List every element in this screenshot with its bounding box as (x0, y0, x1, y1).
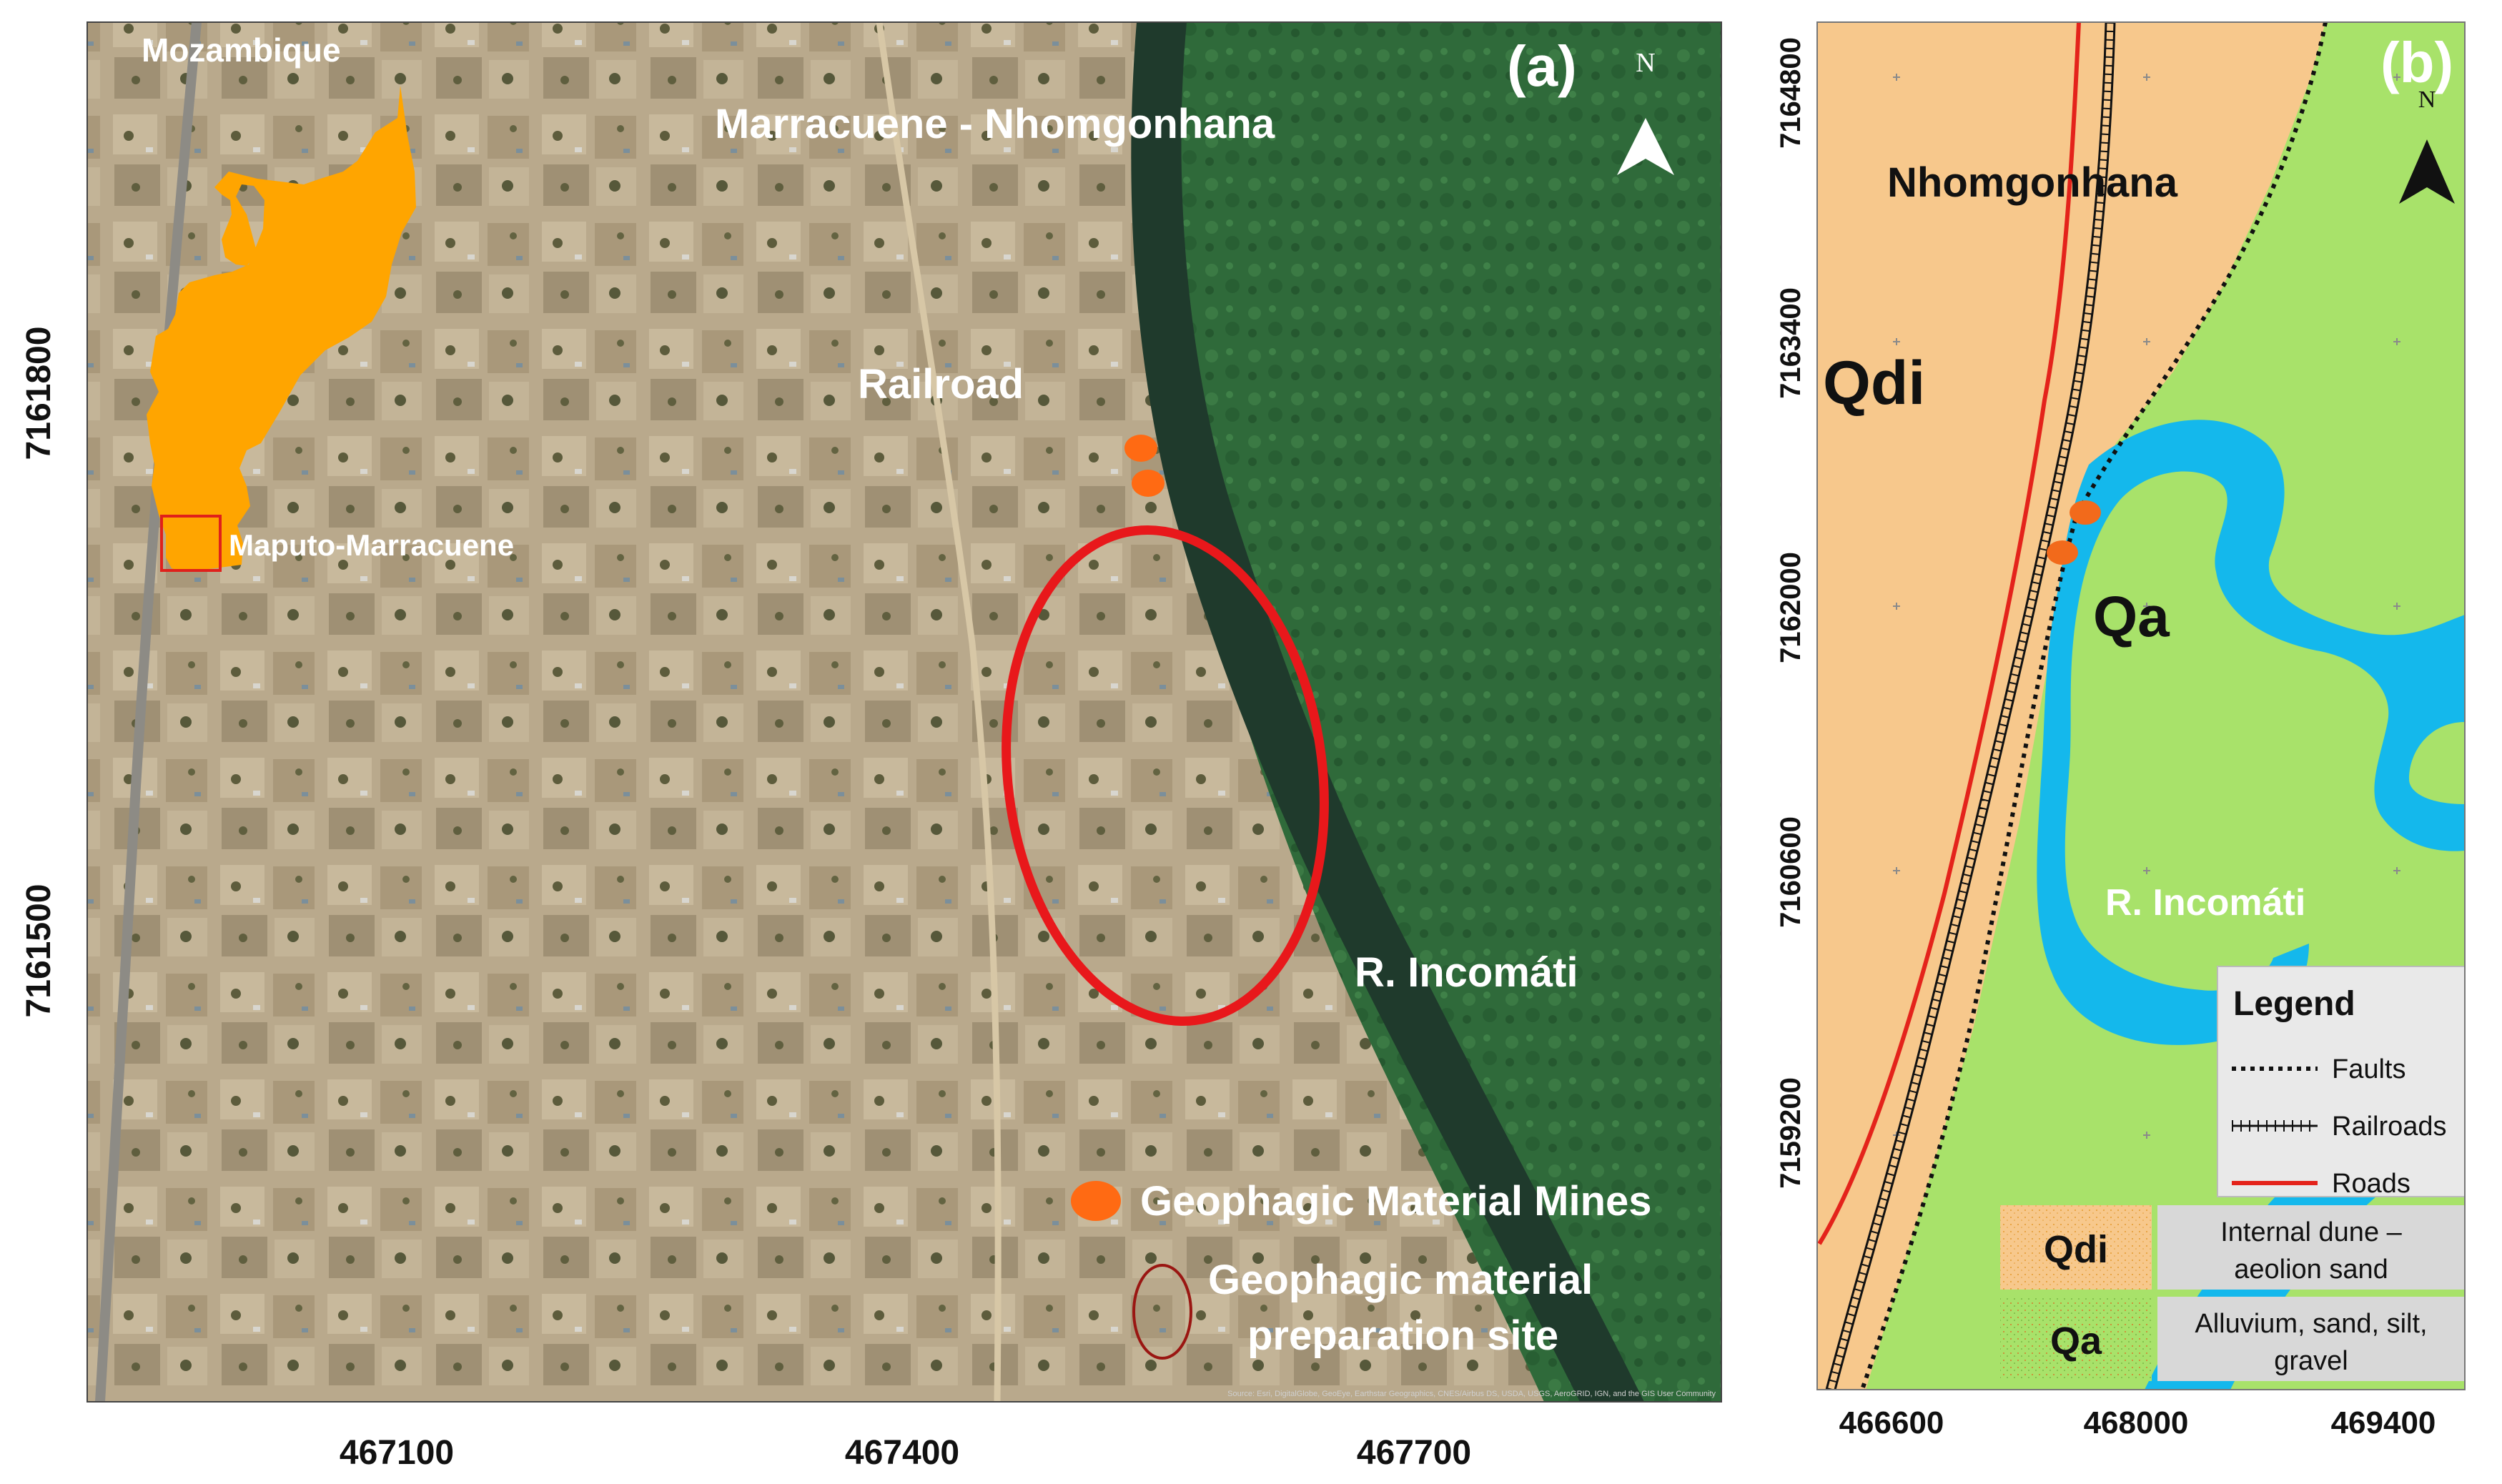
b-xtick-1: 466600 (1839, 1405, 1944, 1440)
fault-line (1860, 22, 2328, 1390)
legend-qdi-code: Qdi (2044, 1228, 2108, 1271)
panel-a-satellite-map: N (a) Mozambique Maputo-Marracuene Marra… (87, 22, 1721, 1402)
legend-prep-label-2: preparation site (1247, 1312, 1558, 1359)
legend-qdi-desc-1: Internal dune – (2220, 1217, 2402, 1247)
label-river-a: R. Incomáti (1355, 949, 1578, 996)
panel-a-letter: (a) (1507, 34, 1577, 98)
legend-qdi-swatch (2000, 1205, 2152, 1290)
railroad-ties (1826, 22, 2115, 1390)
legend-roads-label: Roads (2332, 1169, 2410, 1199)
b-ytick-1: 7164800 (1775, 37, 1806, 149)
mine-marker-2 (1132, 470, 1165, 497)
wetland-vegetation (1158, 22, 1721, 1402)
mozambique-inset (147, 86, 416, 572)
legend-prep-symbol (1132, 1264, 1192, 1360)
legend-faults-label: Faults (2332, 1054, 2405, 1084)
b-xtick-3: 469400 (2331, 1405, 2436, 1440)
panel-b-unit-legend: Qdi Internal dune – aeolion sand Qa Allu… (2000, 1205, 2465, 1381)
river-incomati-b (2037, 420, 2465, 1045)
legend-qa-desc-box (2157, 1297, 2465, 1381)
b-ytick-3: 7162000 (1775, 552, 1806, 663)
highway (95, 22, 202, 1402)
legend-mines-label: Geophagic Material Mines (1140, 1178, 1652, 1225)
north-arrow-a-icon (1617, 118, 1674, 175)
label-nhomgonhana: Nhomgonhana (1887, 159, 2178, 206)
a-ytick-2: 7161500 (20, 884, 58, 1018)
b-ytick-5: 7159200 (1775, 1077, 1806, 1189)
a-xtick-1: 467100 (340, 1434, 454, 1472)
b-xtick-2: 468000 (2084, 1405, 2189, 1440)
panel-a-frame (86, 21, 1722, 1403)
legend-mines-symbol (1071, 1181, 1121, 1221)
panel-b-legend: Legend Faults Railroads Roads (2217, 966, 2465, 1199)
label-qa: Qa (2093, 585, 2170, 648)
legend-qa-desc-2: gravel (2274, 1346, 2348, 1376)
label-mozambique: Mozambique (142, 31, 341, 69)
label-qdi: Qdi (1823, 349, 1925, 417)
mine-marker-b-2 (2047, 540, 2078, 565)
legend-qa-desc-1: Alluvium, sand, silt, (2195, 1309, 2427, 1339)
mine-marker-b-1 (2070, 500, 2101, 525)
label-title-area: Marracuene - Nhomgonhana (715, 101, 1275, 147)
a-xtick-3: 467700 (1357, 1434, 1471, 1472)
panel-b-frame (1816, 21, 2466, 1390)
a-ytick-1: 7161800 (20, 327, 58, 460)
legend-qa-code: Qa (2050, 1320, 2102, 1362)
b-ytick-2: 7163400 (1775, 287, 1806, 399)
legend-qdi-desc-box (2157, 1205, 2465, 1290)
label-maputo-marracuene: Maputo-Marracuene (229, 528, 514, 562)
legend-qa-swatch (2000, 1297, 2152, 1381)
road-line (1817, 22, 2081, 1245)
panel-b-geology-map: N (b) Nhomgonhana Qdi Qa R. Incomáti Leg… (1817, 22, 2465, 1390)
label-river-b: R. Incomáti (2105, 882, 2305, 924)
a-xtick-2: 467400 (845, 1434, 959, 1472)
qdi-unit-area (1817, 22, 2325, 1390)
legend-railroads-label: Railroads (2332, 1112, 2447, 1142)
mine-marker-1 (1124, 435, 1157, 462)
legend-qdi-desc-2: aeolion sand (2234, 1255, 2388, 1285)
north-arrow-b-icon (2399, 139, 2455, 204)
railroad-track (876, 22, 1002, 1402)
panel-b-letter: (b) (2380, 31, 2453, 94)
legend-title: Legend (2233, 985, 2355, 1023)
north-label-a: N (1636, 48, 1655, 78)
railroad-line-2 (1834, 22, 2116, 1390)
imagery-attribution: Source: Esri, DigitalGlobe, GeoEye, Eart… (1227, 1390, 1716, 1398)
legend-box (2217, 966, 2465, 1197)
legend-prep-label-1: Geophagic material (1208, 1257, 1593, 1303)
north-label-b: N (2418, 86, 2436, 113)
label-railroad: Railroad (858, 361, 1024, 407)
map-grid-ticks (1893, 74, 2400, 1139)
preparation-site-ellipse (1002, 525, 1329, 1026)
study-area-box (160, 515, 222, 572)
b-ytick-4: 7160600 (1775, 816, 1806, 928)
